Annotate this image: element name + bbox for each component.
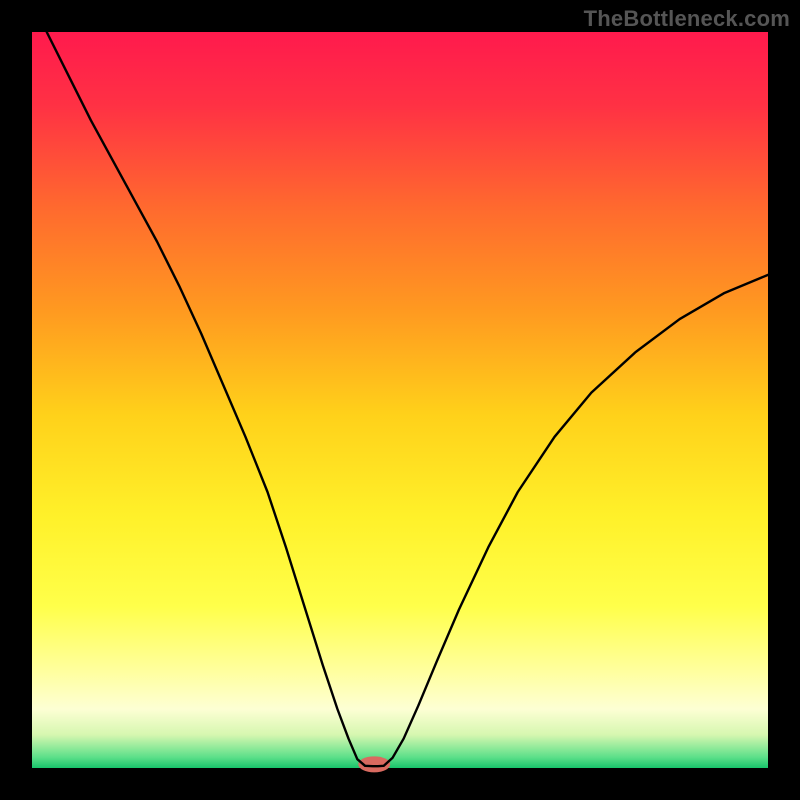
chart-stage: TheBottleneck.com [0, 0, 800, 800]
plot-background [32, 32, 768, 768]
bottleneck-chart [0, 0, 800, 800]
watermark-text: TheBottleneck.com [584, 6, 790, 32]
